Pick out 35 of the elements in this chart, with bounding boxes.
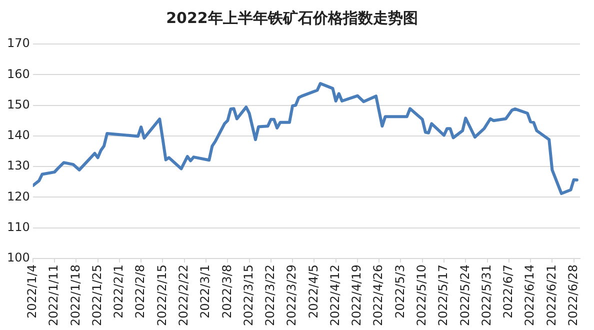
x-tick-label: 2022/4/19: [350, 264, 364, 326]
x-tick-label: 2022/1/4: [25, 264, 40, 318]
x-tick-label: 2022/3/22: [263, 264, 278, 326]
y-tick-label: 120: [7, 189, 30, 204]
x-tick-label: 2022/6/14: [522, 264, 537, 326]
x-tick-label: 2022/4/5: [306, 264, 320, 318]
x-tick-label: 2022/6/28: [566, 264, 580, 326]
y-tick-label: 100: [7, 250, 30, 265]
x-tick-label: 2022/1/11: [46, 264, 61, 326]
x-tick-label: 2022/2/8: [133, 264, 148, 318]
y-tick-label: 140: [7, 128, 30, 142]
y-tick-label: 160: [7, 66, 30, 81]
x-tick-label: 2022/5/17: [436, 264, 450, 326]
x-tick-label: 2022/5/31: [479, 264, 494, 326]
chart-title: 2022年上半年铁矿石价格指数走势图: [166, 8, 418, 27]
y-tick-label: 130: [7, 158, 30, 173]
x-tick-label: 2022/1/25: [90, 264, 104, 326]
x-tick-label: 2022/4/12: [328, 264, 342, 326]
y-tick-label: 170: [7, 36, 30, 50]
x-tick-label: 2022/1/18: [68, 264, 82, 326]
x-tick-label: 2022/5/24: [458, 264, 472, 326]
x-tick-label: 2022/2/15: [154, 264, 169, 326]
y-tick-label: 110: [7, 220, 30, 234]
x-tick-label: 2022/3/29: [284, 264, 299, 326]
x-tick-label: 2022/3/8: [220, 264, 234, 318]
x-tick-label: 2022/3/15: [241, 264, 256, 326]
x-tick-label: 2022/6/21: [544, 264, 558, 326]
y-tick-label: 150: [7, 97, 30, 112]
x-tick-label: 2022/6/7: [501, 264, 516, 318]
x-tick-label: 2022/2/22: [176, 264, 190, 326]
x-tick-label: 2022/2/1: [112, 264, 126, 318]
x-tick-label: 2022/5/10: [414, 264, 428, 326]
x-tick-label: 2022/3/1: [198, 264, 212, 318]
x-tick-label: 2022/5/3: [392, 264, 407, 318]
x-tick-label: 2022/4/26: [371, 264, 386, 326]
